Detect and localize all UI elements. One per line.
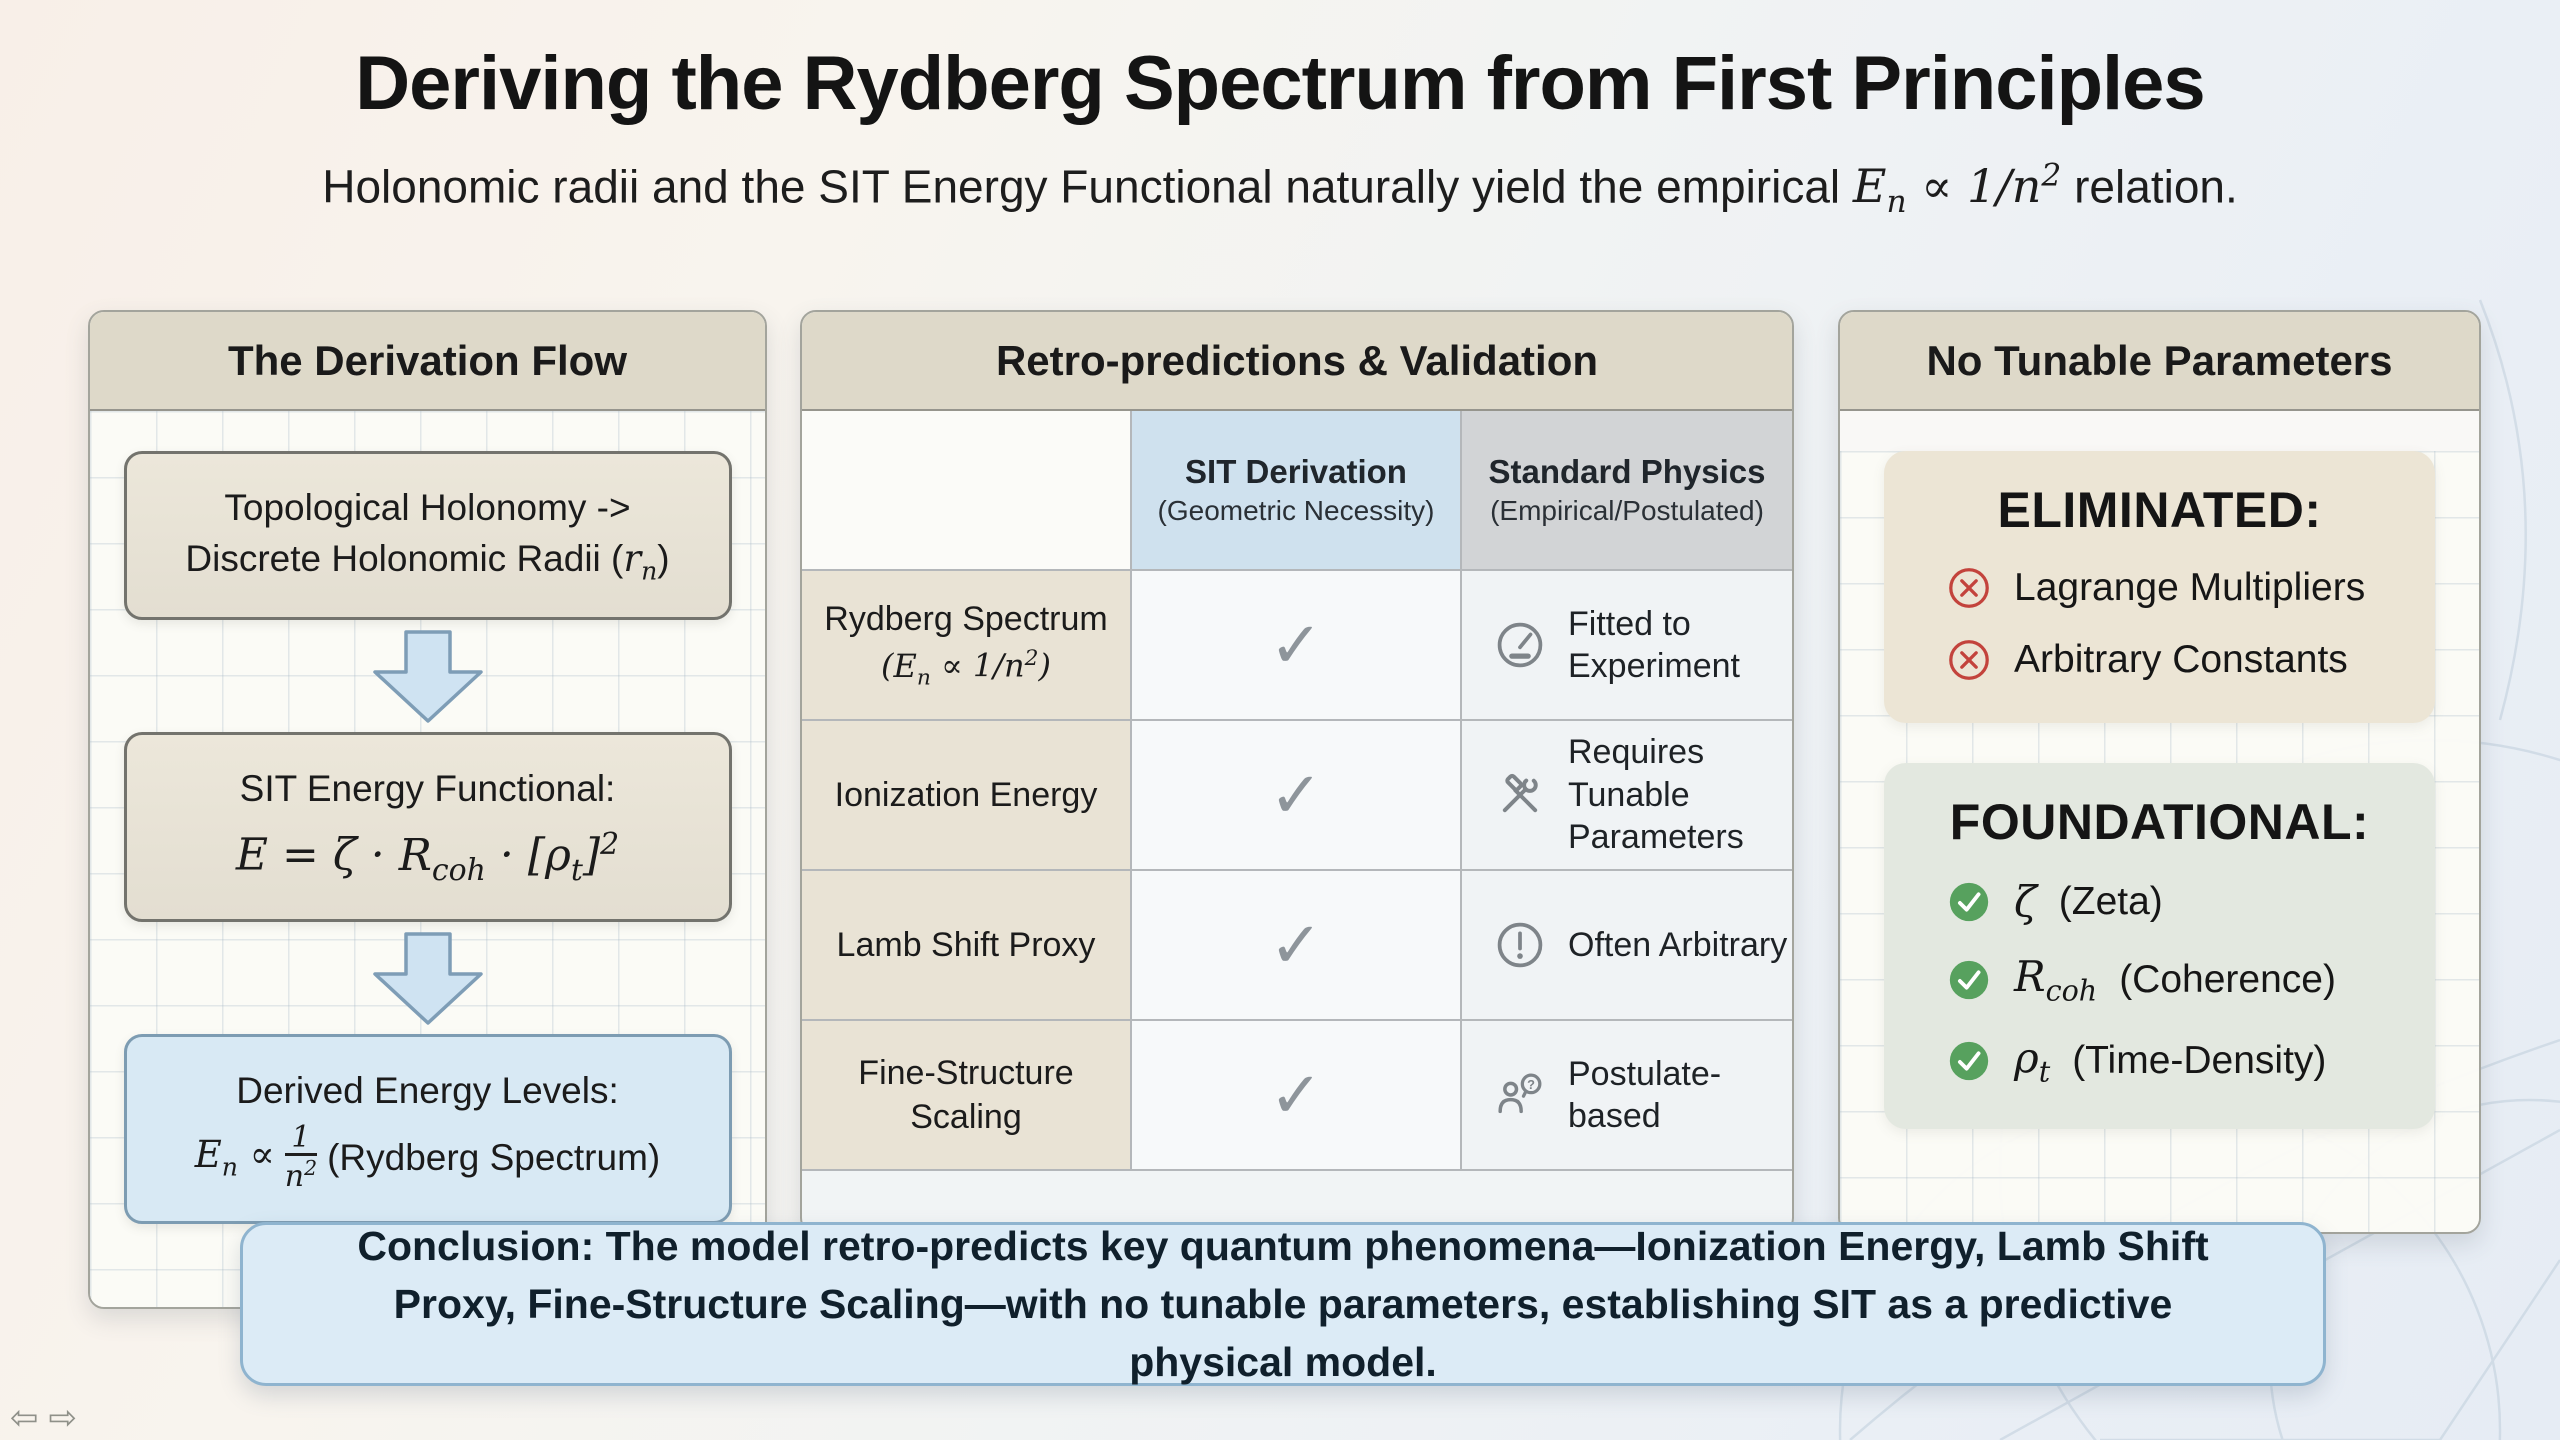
foundational-item-label: (Time-Density) bbox=[2072, 1039, 2327, 1083]
conclusion-text: Conclusion: The model retro-predicts key… bbox=[321, 1217, 2245, 1392]
circle-check-icon bbox=[1949, 1041, 1989, 1081]
person-question-icon: ? bbox=[1498, 1073, 1542, 1114]
sit-check-cell: ✓ bbox=[1132, 721, 1462, 871]
eliminated-item: Lagrange Multipliers bbox=[1884, 565, 2435, 611]
flow-box2-line1: SIT Energy Functional: bbox=[239, 768, 616, 810]
alert-circle-icon bbox=[1497, 922, 1543, 968]
down-block-arrow-icon bbox=[372, 932, 483, 1025]
foundational-symbol: ρt bbox=[2014, 1033, 2051, 1089]
standard-physics-cell: ? Postulate-based bbox=[1462, 1021, 1792, 1171]
page-title: Deriving the Rydberg Spectrum from First… bbox=[355, 41, 2205, 126]
conclusion-body: The model retro-predicts key quantum phe… bbox=[393, 1222, 2209, 1386]
foundational-title: FOUNDATIONAL: bbox=[1949, 794, 2370, 850]
subtitle-math: En ∝ 1/n2 bbox=[1852, 158, 2062, 221]
sit-check-cell: ✓ bbox=[1132, 571, 1462, 721]
circle-x-icon bbox=[1949, 568, 1989, 608]
row-label-math: (En ∝ 1/n2) bbox=[881, 646, 1051, 691]
flow-box1-line1: Topological Holonomy -> bbox=[224, 487, 631, 528]
derivation-flow-panel: The Derivation Flow Topological Holonomy… bbox=[88, 310, 767, 1309]
row-label-text: Rydberg Spectrum bbox=[824, 600, 1108, 639]
table-row-label-rydberg-spectrum: Rydberg Spectrum (En ∝ 1/n2) bbox=[802, 571, 1132, 721]
column-header-subtitle: (Geometric Necessity) bbox=[1157, 495, 1435, 526]
table-row-label-lamb-shift-proxy: Lamb Shift Proxy bbox=[802, 871, 1132, 1021]
sit-check-cell: ✓ bbox=[1132, 871, 1462, 1021]
eliminated-item-label: Lagrange Multipliers bbox=[2014, 566, 2366, 609]
flow-box3-line1: Derived Energy Levels: bbox=[236, 1069, 619, 1111]
check-icon: ✓ bbox=[1269, 758, 1323, 831]
standard-physics-text: Postulate-based bbox=[1568, 1054, 1722, 1136]
flow-box2-formula: E = ζ · Rcoh · [ρt]2 bbox=[235, 827, 620, 888]
column-header-standard-physics: Standard Physics (Empirical/Postulated) bbox=[1462, 411, 1792, 571]
validation-panel: Retro-predictions & Validation SIT Deriv… bbox=[800, 310, 1794, 1234]
table-row-label-ionization-energy: Ionization Energy bbox=[802, 721, 1132, 871]
sit-check-cell: ✓ bbox=[1132, 1021, 1462, 1171]
subtitle-text: Holonomic radii and the SIT Energy Funct… bbox=[322, 160, 1853, 213]
svg-text:?: ? bbox=[1527, 1077, 1535, 1092]
foundational-item: ζ (Zeta) bbox=[1884, 877, 2435, 926]
foundational-symbol: Rcoh bbox=[2014, 952, 2098, 1008]
column-header-title: Standard Physics bbox=[1488, 453, 1766, 490]
row-label-text: Ionization Energy bbox=[834, 775, 1098, 814]
flow-box1-line2: Discrete Holonomic Radii (rn) bbox=[185, 537, 670, 586]
check-icon: ✓ bbox=[1269, 608, 1323, 681]
circle-check-icon bbox=[1949, 960, 1989, 999]
eliminated-item: Arbitrary Constants bbox=[1884, 637, 2435, 683]
flow-box-topological-holonomy: Topological Holonomy -> Discrete Holonom… bbox=[123, 451, 732, 621]
forward-arrow-icon[interactable]: ⇨ bbox=[48, 1399, 87, 1437]
no-tunable-parameters-body: ELIMINATED: Lagrange Multipliers bbox=[1840, 451, 2479, 1232]
row-label-text: Lamb Shift Proxy bbox=[836, 925, 1096, 964]
standard-physics-cell: Fitted to Experiment bbox=[1462, 571, 1792, 721]
foundational-item: Rcoh (Coherence) bbox=[1884, 952, 2435, 1007]
conclusion-banner: Conclusion: The model retro-predicts key… bbox=[240, 1222, 2326, 1386]
validation-header: Retro-predictions & Validation bbox=[802, 312, 1792, 411]
table-row-label-fine-structure-scaling: Fine-Structure Scaling bbox=[802, 1021, 1132, 1171]
flow-box3-lhs: En ∝ bbox=[194, 1133, 275, 1182]
column-header-subtitle: (Empirical/Postulated) bbox=[1490, 495, 1764, 526]
standard-physics-text: Fitted to Experiment bbox=[1568, 604, 1740, 686]
gauge-icon bbox=[1497, 622, 1543, 668]
no-tunable-parameters-header: No Tunable Parameters bbox=[1840, 312, 2479, 411]
fraction-denominator: n2 bbox=[284, 1153, 318, 1193]
foundational-item: ρt (Time-Density) bbox=[1884, 1033, 2435, 1089]
page-subtitle: Holonomic radii and the SIT Energy Funct… bbox=[0, 158, 2560, 221]
back-arrow-icon[interactable]: ⇦ bbox=[10, 1399, 49, 1437]
derivation-flow-header: The Derivation Flow bbox=[90, 312, 765, 411]
no-tunable-parameters-panel: No Tunable Parameters ELIMINATED: Lagran… bbox=[1838, 310, 2481, 1234]
check-icon: ✓ bbox=[1269, 1058, 1323, 1131]
eliminated-title: ELIMINATED: bbox=[1997, 482, 2322, 538]
fraction-numerator: 1 bbox=[291, 1119, 311, 1155]
standard-physics-text: Often Arbitrary bbox=[1568, 925, 1788, 964]
standard-physics-text: Requires Tunable Parameters bbox=[1568, 733, 1744, 857]
standard-physics-cell: Often Arbitrary bbox=[1462, 871, 1792, 1021]
validation-table: SIT Derivation (Geometric Necessity) Sta… bbox=[802, 411, 1792, 1171]
flow-box-derived-energy-levels: Derived Energy Levels: En ∝ 1 n2 (Rydber… bbox=[123, 1033, 732, 1224]
conclusion-prefix: Conclusion: bbox=[357, 1222, 595, 1269]
flow-box3-formula: En ∝ 1 n2 (Rydberg Spectrum) bbox=[143, 1122, 713, 1193]
foundational-item-label: (Zeta) bbox=[2058, 879, 2163, 923]
eliminated-item-label: Arbitrary Constants bbox=[2014, 638, 2348, 681]
row-label-text: Fine-Structure Scaling bbox=[858, 1053, 1074, 1136]
foundational-card: FOUNDATIONAL: ζ (Zeta) Rcoh (Coherenc bbox=[1884, 763, 2435, 1129]
foundational-symbol: ζ bbox=[2014, 877, 2037, 926]
subtitle-tail: relation. bbox=[2061, 160, 2238, 213]
check-icon: ✓ bbox=[1269, 908, 1323, 981]
circle-x-icon bbox=[1949, 640, 1989, 680]
column-header-sit-derivation: SIT Derivation (Geometric Necessity) bbox=[1132, 411, 1462, 571]
flow-box3-suffix: (Rydberg Spectrum) bbox=[327, 1136, 661, 1178]
column-header-title: SIT Derivation bbox=[1185, 453, 1407, 490]
standard-physics-cell: Requires Tunable Parameters bbox=[1462, 721, 1792, 871]
eliminated-card: ELIMINATED: Lagrange Multipliers bbox=[1884, 451, 2435, 723]
circle-check-icon bbox=[1949, 882, 1989, 921]
fraction: 1 n2 bbox=[284, 1119, 318, 1193]
tools-icon bbox=[1502, 773, 1538, 813]
derivation-flow-body: Topological Holonomy -> Discrete Holonom… bbox=[90, 411, 765, 1307]
flow-box-sit-energy-functional: SIT Energy Functional: E = ζ · Rcoh · [ρ… bbox=[123, 732, 732, 922]
down-block-arrow-icon bbox=[372, 630, 483, 723]
slide-navigation: ⇦⇨ bbox=[10, 1398, 87, 1438]
table-corner-cell bbox=[802, 411, 1132, 571]
foundational-item-label: (Coherence) bbox=[2119, 957, 2336, 1001]
